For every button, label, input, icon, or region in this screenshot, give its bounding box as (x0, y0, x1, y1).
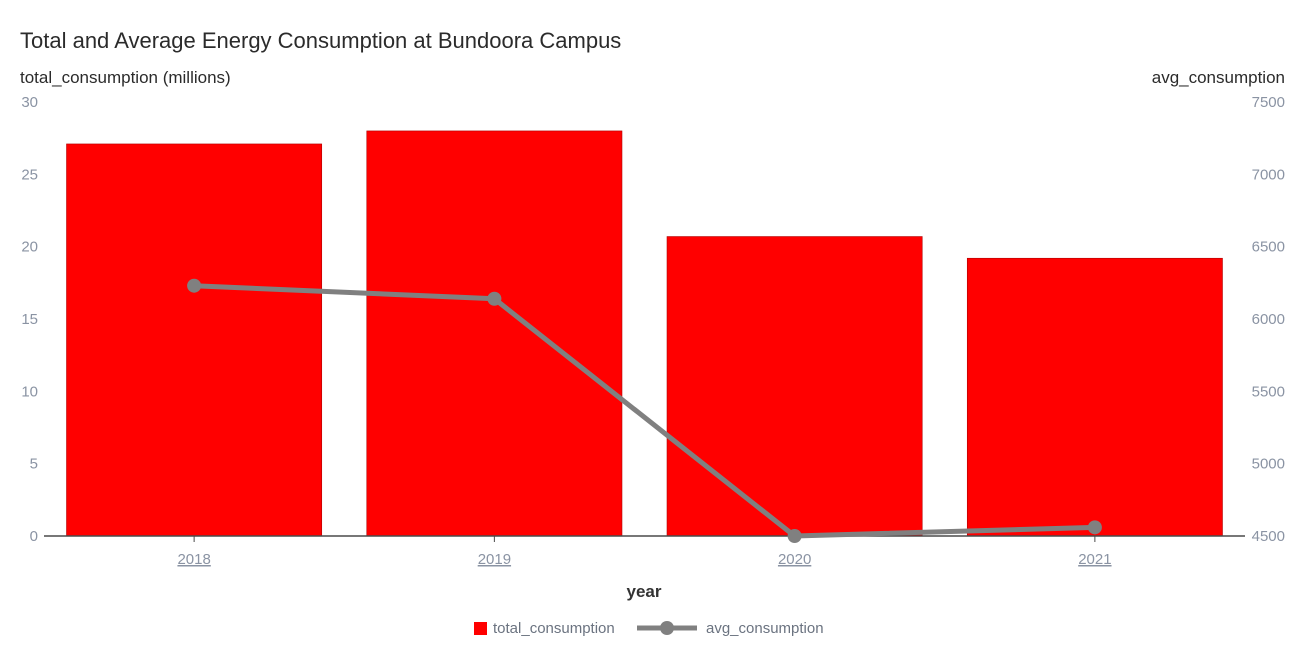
left-axis-ticks: 0 5 10 15 20 25 30 (21, 94, 38, 545)
right-axis-ticks: 4500 5000 5500 6000 6500 7000 7500 (1252, 94, 1285, 545)
x-axis-ticks: 2018 2019 2020 2021 (177, 536, 1112, 568)
bar-2018[interactable] (66, 143, 323, 537)
x-tick-label-2020: 2020 (778, 551, 811, 568)
right-tick-label: 6500 (1252, 239, 1285, 256)
right-tick-label: 7500 (1252, 94, 1285, 111)
left-tick-label: 10 (21, 383, 38, 400)
bar-2019[interactable] (366, 130, 623, 537)
left-tick-label: 5 (30, 456, 38, 473)
x-tick-label-2021: 2021 (1078, 551, 1111, 568)
avg-point-2019[interactable] (487, 291, 502, 306)
bars-layer (66, 130, 1223, 537)
chart-title: Total and Average Energy Consumption at … (20, 28, 621, 53)
line-layer (187, 278, 1102, 543)
left-tick-label: 0 (30, 528, 38, 545)
legend-swatch-total-consumption (474, 622, 487, 635)
left-tick-label: 25 (21, 166, 38, 183)
legend-label-total-consumption: total_consumption (493, 620, 615, 637)
avg-point-2021[interactable] (1087, 520, 1102, 535)
right-axis-title: avg_consumption (1152, 68, 1285, 87)
legend-marker-avg-consumption (660, 621, 674, 635)
x-tick-label-2018: 2018 (177, 551, 210, 568)
x-tick-label-2019: 2019 (478, 551, 511, 568)
left-tick-label: 15 (21, 311, 38, 328)
bar-2020[interactable] (666, 236, 923, 537)
right-tick-label: 6000 (1252, 311, 1285, 328)
right-tick-label: 7000 (1252, 166, 1285, 183)
avg-consumption-line (194, 283, 1095, 539)
right-tick-label: 5500 (1252, 383, 1285, 400)
left-axis-title: total_consumption (millions) (20, 68, 231, 87)
left-tick-label: 30 (21, 94, 38, 111)
avg-point-2018[interactable] (187, 278, 202, 293)
x-axis-title: year (627, 582, 662, 601)
avg-point-2020[interactable] (787, 529, 802, 543)
left-tick-label: 20 (21, 239, 38, 256)
legend-label-avg-consumption: avg_consumption (706, 620, 824, 637)
bar-2021[interactable] (966, 257, 1223, 537)
right-tick-label: 5000 (1252, 456, 1285, 473)
legend: total_consumption avg_consumption (474, 620, 824, 637)
right-tick-label: 4500 (1252, 528, 1285, 545)
